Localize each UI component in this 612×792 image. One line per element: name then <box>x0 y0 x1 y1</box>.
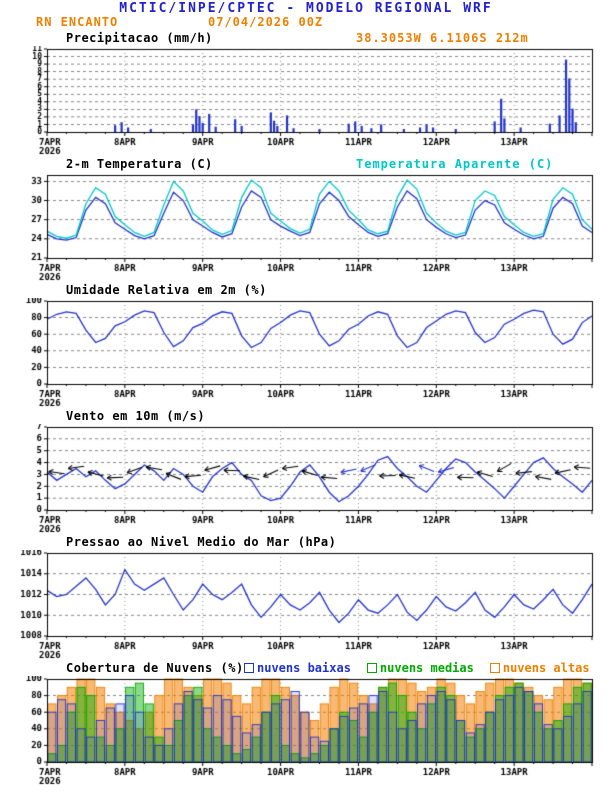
panel-title-cloud-cover: Cobertura de Nuvens (%) <box>66 661 244 675</box>
panel-title-pressure: Pressao ao Nivel Medio do Mar (hPa) <box>66 535 337 549</box>
legend-label-mid-clouds: nuvens medias <box>379 661 474 675</box>
cloud-legend: nuvens baixas nuvens medias nuvens altas <box>244 661 590 675</box>
panel-wind: Vento em 10m (m/s) <box>0 408 612 534</box>
legend-item-mid-clouds: nuvens medias <box>366 661 474 675</box>
panel-title-wind: Vento em 10m (m/s) <box>66 409 206 423</box>
header-subline: RN ENCANTO 07/04/2026 00Z <box>0 15 612 29</box>
cloud-title-row: Cobertura de Nuvens (%) nuvens baixas nu… <box>0 660 612 676</box>
panel-precipitation: Precipitacao (mm/h) 38.3053W 6.1106S 212… <box>0 30 612 156</box>
page-title: MCTIC/INPE/CPTEC - MODELO REGIONAL WRF <box>119 1 493 16</box>
precipitation-title-row: Precipitacao (mm/h) 38.3053W 6.1106S 212… <box>0 30 612 46</box>
panel-temperature: 2-m Temperatura (C) Temperatura Aparente… <box>0 156 612 282</box>
humidity-title-row: Umidade Relativa em 2m (%) <box>0 282 612 298</box>
run-datetime: 07/04/2026 00Z <box>208 15 324 29</box>
panel-title-precipitation: Precipitacao (mm/h) <box>66 31 213 45</box>
temperature-title-row: 2-m Temperatura (C) Temperatura Aparente… <box>0 156 612 172</box>
station-coordinates: 38.3053W 6.1106S 212m <box>356 31 529 45</box>
panel-title-temperature: 2-m Temperatura (C) <box>66 157 213 171</box>
legend-label-high-clouds: nuvens altas <box>502 661 590 675</box>
cloud-cover-chart <box>0 676 612 786</box>
humidity-chart <box>0 298 612 408</box>
legend-label-low-clouds: nuvens baixas <box>257 661 351 675</box>
legend-item-high-clouds: nuvens altas <box>489 661 590 675</box>
temperature-chart <box>0 172 612 282</box>
pressure-chart <box>0 550 612 660</box>
wind-title-row: Vento em 10m (m/s) <box>0 408 612 424</box>
pressure-title-row: Pressao ao Nivel Medio do Mar (hPa) <box>0 534 612 550</box>
wind-chart <box>0 424 612 534</box>
mid-clouds-swatch-icon <box>366 663 377 673</box>
page-header: MCTIC/INPE/CPTEC - MODELO REGIONAL WRF R… <box>0 0 612 30</box>
high-clouds-swatch-icon <box>489 663 500 673</box>
station-name: RN ENCANTO <box>36 15 119 29</box>
precipitation-chart <box>0 46 612 156</box>
low-clouds-swatch-icon <box>244 663 254 673</box>
legend-item-low-clouds: nuvens baixas <box>244 661 351 675</box>
panel-humidity: Umidade Relativa em 2m (%) <box>0 282 612 408</box>
panel-cloud-cover: Cobertura de Nuvens (%) nuvens baixas nu… <box>0 660 612 786</box>
panel-pressure: Pressao ao Nivel Medio do Mar (hPa) <box>0 534 612 660</box>
panel-title-humidity: Umidade Relativa em 2m (%) <box>66 283 267 297</box>
panel-title-apparent-temperature: Temperatura Aparente (C) <box>356 157 554 171</box>
